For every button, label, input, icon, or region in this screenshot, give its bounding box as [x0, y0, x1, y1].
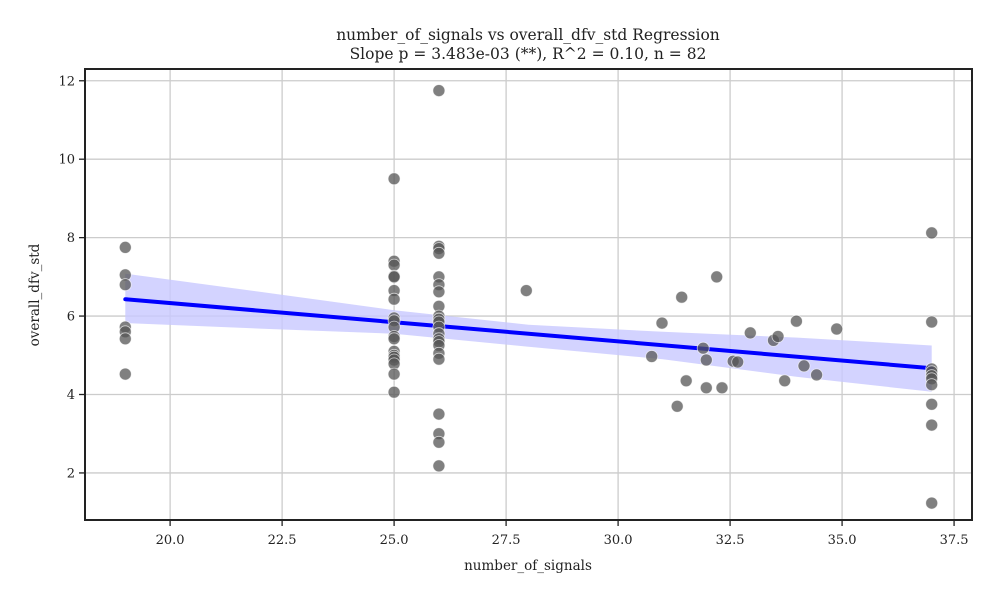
scatter-point — [696, 341, 710, 355]
regression-line — [123, 297, 934, 371]
scatter-point — [432, 352, 446, 366]
scatter-point — [655, 316, 669, 330]
scatter-point — [830, 322, 844, 336]
scatter-point — [731, 355, 745, 369]
x-tick-label: 20.0 — [156, 533, 185, 548]
scatter-point — [432, 407, 446, 421]
scatter-point — [743, 326, 757, 340]
scatter-point — [679, 374, 693, 388]
scatter-point — [645, 350, 659, 363]
scatter-point — [778, 374, 792, 388]
scatter-point — [387, 385, 401, 399]
scatter-point — [797, 359, 811, 373]
scatter-point — [387, 292, 401, 306]
scatter-point — [118, 332, 132, 346]
scatter-point — [432, 459, 446, 473]
scatter-point — [771, 330, 785, 343]
scatter-point — [387, 172, 401, 186]
scatter-point — [810, 368, 823, 382]
scatter-point — [790, 314, 803, 328]
y-tick-label: 2 — [67, 466, 75, 481]
x-tick-label: 37.5 — [940, 533, 969, 548]
scatter-points — [118, 84, 939, 510]
chart-title-line1: number_of_signals vs overall_dfv_std Reg… — [336, 26, 720, 44]
axis-ticks: 20.0 22.5 25.0 27.5 30.0 32.5 35.0 37.5 2 4 6 8 10 12 — [58, 74, 968, 548]
x-tick-label: 25.0 — [380, 533, 409, 548]
scatter-point — [118, 240, 132, 254]
scatter-point — [675, 290, 689, 304]
y-axis-label: overall_dfv_std — [27, 243, 43, 346]
y-tick-label: 4 — [67, 388, 75, 403]
y-tick-label: 8 — [67, 231, 75, 246]
x-tick-label: 27.5 — [492, 533, 521, 548]
y-tick-label: 12 — [58, 74, 75, 89]
scatter-point — [519, 284, 533, 298]
y-tick-label: 10 — [58, 153, 75, 168]
scatter-point — [925, 418, 939, 432]
scatter-point — [699, 353, 713, 367]
scatter-point — [118, 278, 132, 292]
scatter-point — [925, 397, 939, 411]
scatter-point — [387, 367, 401, 381]
x-tick-label: 22.5 — [268, 533, 297, 548]
scatter-point — [387, 270, 401, 284]
x-tick-label: 30.0 — [604, 533, 633, 548]
scatter-point — [432, 84, 446, 97]
y-tick-label: 6 — [67, 310, 75, 325]
x-axis-label: number_of_signals — [464, 558, 592, 574]
plot-frame — [84, 68, 973, 521]
x-tick-label: 32.5 — [716, 533, 745, 548]
scatter-point — [387, 258, 401, 272]
scatter-point — [710, 270, 724, 284]
scatter-point — [387, 332, 401, 346]
scatter-point — [925, 315, 939, 329]
scatter-point — [925, 226, 939, 240]
scatter-point — [118, 367, 132, 381]
scatter-point — [925, 496, 939, 510]
scatter-point — [925, 378, 939, 392]
scatter-point — [699, 381, 713, 395]
x-tick-label: 35.0 — [828, 533, 857, 548]
scatter-point — [432, 246, 446, 260]
regression-line-layer — [123, 297, 934, 371]
scatter-point — [432, 435, 446, 449]
scatter-point — [432, 285, 446, 299]
chart-title-line2: Slope p = 3.483e-03 (**), R^2 = 0.10, n … — [350, 45, 707, 63]
scatter-point — [715, 381, 729, 395]
scatter-point — [670, 399, 684, 413]
